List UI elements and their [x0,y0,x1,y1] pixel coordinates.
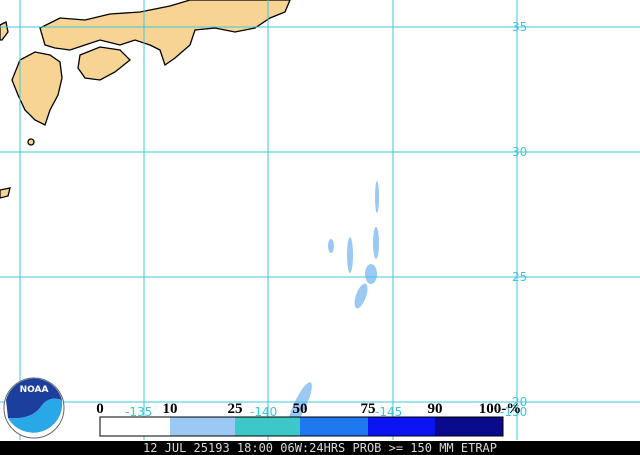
logo-text: NOAA [20,385,49,395]
legend-swatch [170,417,235,436]
legend-frame [99,416,504,437]
lon-label: -140 [250,405,277,419]
legend-swatch [100,417,170,436]
legend-tick: 90 [428,401,443,417]
legend-swatch [300,417,368,436]
legend-tick: 50 [293,401,308,417]
legend-tick: 10 [163,401,178,417]
legend-swatch [368,417,435,436]
lat-label: 30 [512,145,527,159]
lon-label: -135 [125,405,152,419]
lat-label: 20 [512,395,527,409]
legend-tick: 25 [228,401,243,417]
lon-label: -145 [375,405,402,419]
legend: 0 10 25 50 75 90 100-% [96,401,522,437]
lat-label: 25 [512,270,527,284]
land [0,0,291,199]
legend-swatch [235,417,300,436]
noaa-logo: NOAA [3,377,65,439]
lon-label: -150 [500,405,527,419]
legend-swatch [435,417,503,436]
legend-tick: 100-% [479,401,522,417]
lat-label: 35 [512,20,527,34]
legend-tick: 0 [96,401,104,417]
rain-probability [288,181,379,428]
caption-bar [0,441,640,455]
grid [0,0,640,440]
legend-tick: 75 [361,401,376,417]
caption: 12 JUL 25193 18:00 06W:24HRS PROB >= 150… [143,441,497,455]
